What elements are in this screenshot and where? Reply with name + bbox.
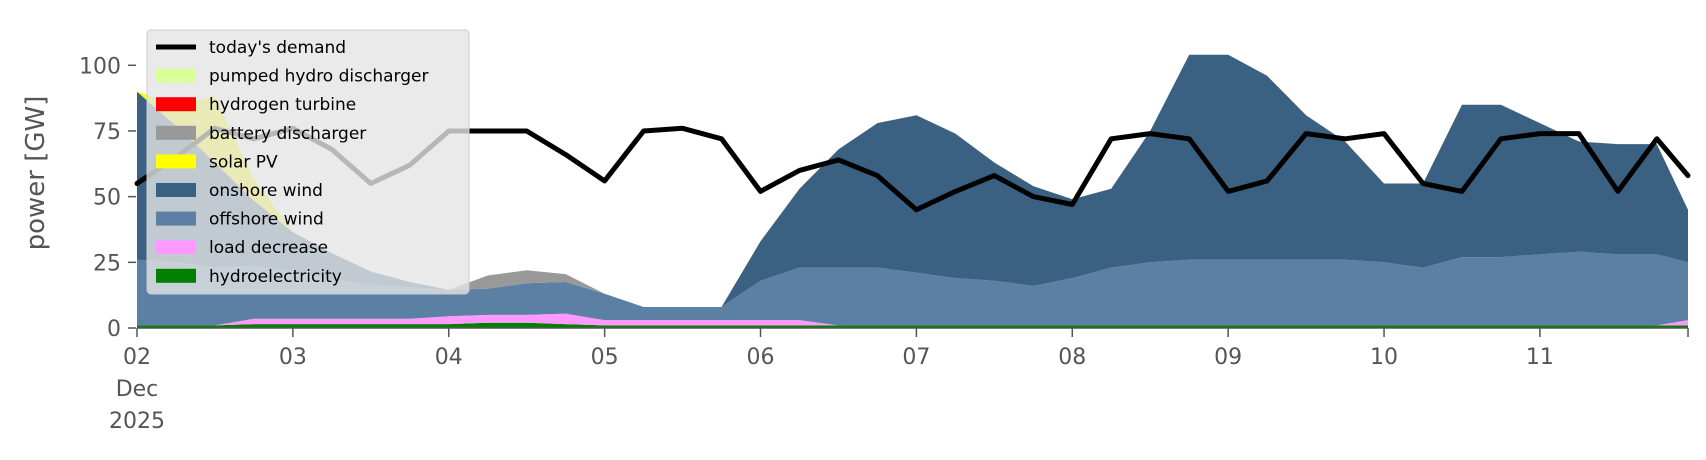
legend-swatch-offshore-wind	[156, 211, 196, 226]
x-tick-label: 03	[279, 345, 307, 370]
legend-swatch-hydrogen-turbine	[156, 97, 196, 112]
legend-swatch-onshore-wind	[156, 183, 196, 197]
legend-box	[146, 29, 470, 295]
legend-swatch-pumped-hydro-discharger	[156, 68, 196, 83]
legend-label-solar-pv: solar PV	[209, 152, 278, 172]
legend-swatch-battery-discharger	[156, 125, 196, 140]
area-load-decrease	[137, 313, 1688, 326]
stacked-areas	[137, 54, 1688, 328]
x-tick-label: 08	[1058, 345, 1086, 370]
legend-swatch-hydroelectricity	[156, 268, 196, 283]
x-tick-label: 05	[591, 345, 619, 370]
legend-label-load-decrease: load decrease	[209, 238, 328, 258]
legend-swatch-load-decrease	[156, 240, 196, 255]
legend-label-pumped-hydro-discharger: pumped hydro discharger	[209, 67, 428, 87]
legend-label-hydroelectricity: hydroelectricity	[209, 267, 342, 287]
legend: today's demand pumped hydro discharger hyd…	[146, 29, 470, 295]
area-onshore-wind	[137, 54, 1688, 307]
x-tick-label: 11	[1526, 345, 1554, 370]
x-tick-label: 09	[1214, 345, 1242, 370]
legend-label-offshore-wind: offshore wind	[209, 210, 324, 230]
area-hydroelectricity	[137, 322, 1688, 328]
y-tick-label: 75	[93, 120, 121, 145]
legend-swatch-solar-pv	[156, 154, 196, 169]
x-tick-label: 10	[1370, 345, 1398, 370]
x-tick-label: 06	[747, 345, 775, 370]
x-tick-label: 07	[902, 345, 930, 370]
y-tick-label: 50	[93, 186, 121, 211]
y-axis-label: power [GW]	[21, 96, 51, 251]
legend-label-onshore-wind: onshore wind	[209, 181, 323, 201]
legend-label-battery-discharger: battery discharger	[209, 124, 366, 144]
legend-label-hydrogen-turbine: hydrogen turbine	[209, 95, 356, 115]
x-tick-label: 02 Dec 2025	[109, 345, 165, 434]
y-tick-label: 0	[107, 317, 121, 342]
axes: 0 25 50 75 100 02 Dec 2025 03 04 05 06 07 08 09 10 11 pow…	[21, 54, 1689, 434]
area-offshore-wind	[137, 251, 1688, 326]
x-tick-label: 04	[435, 345, 463, 370]
y-tick-label: 100	[79, 54, 121, 79]
legend-label-today-s-demand: today's demand	[209, 38, 346, 58]
y-tick-label: 25	[93, 251, 121, 276]
